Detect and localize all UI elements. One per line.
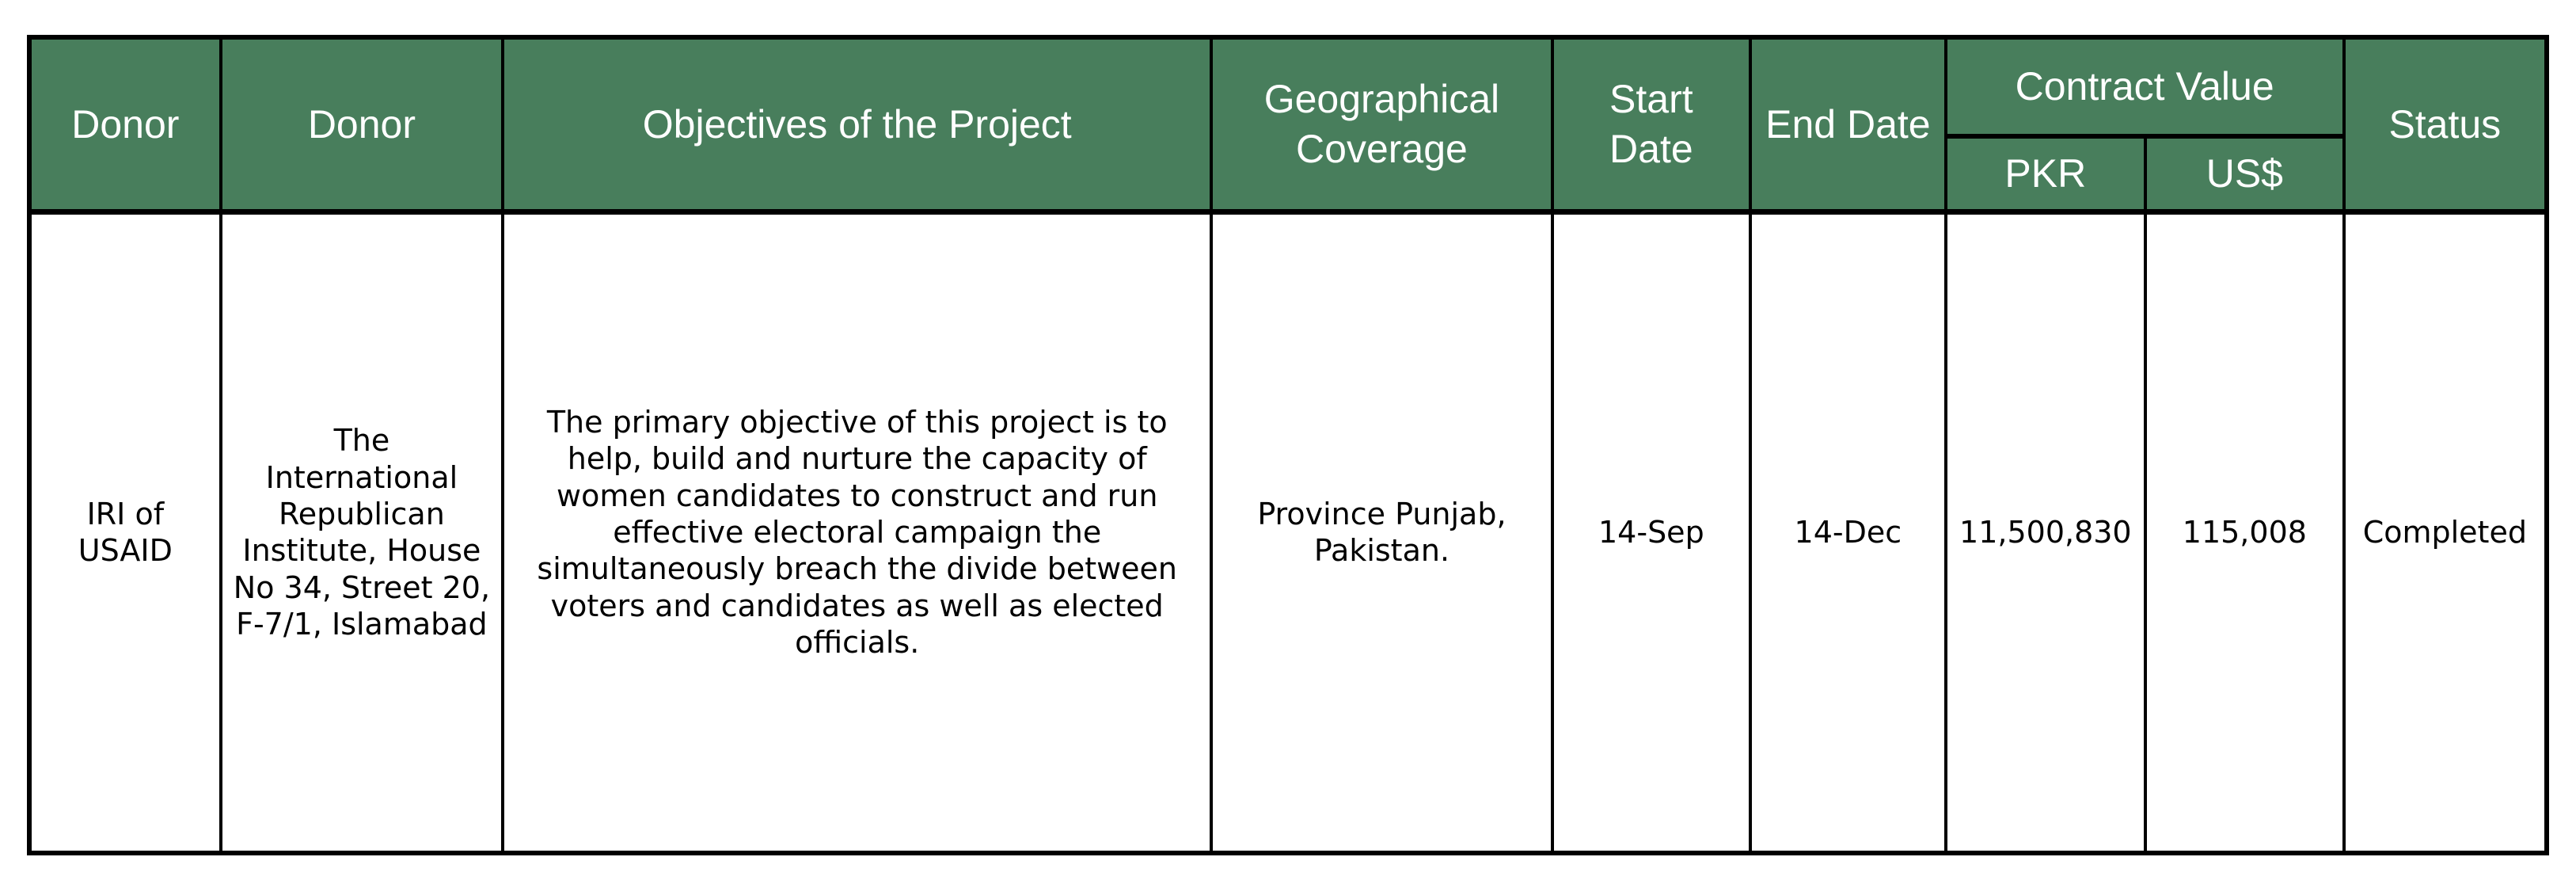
cell-start-date: 14-Sep — [1550, 208, 1753, 855]
cell-geographical-coverage: Province Punjab, Pakistan. — [1210, 208, 1554, 855]
cell-status: Completed — [2342, 208, 2549, 855]
cell-donor-full: The International Republican Institute, … — [218, 208, 505, 855]
cell-end-date: 14-Dec — [1749, 208, 1947, 855]
header-cell-geographical-coverage: Geographical Coverage — [1210, 36, 1554, 213]
cell-pkr-value: 11,500,830 — [1943, 208, 2148, 855]
header-cell-donor-short: Donor — [28, 36, 222, 213]
table-body: IRI of USAID The International Republica… — [28, 208, 2549, 855]
table-row: IRI of USAID The International Republica… — [28, 208, 2549, 855]
header-row-top: Donor Donor Objectives of the Project Ge… — [28, 36, 2549, 213]
cell-donor-short: IRI of USAID — [28, 208, 222, 855]
header-cell-usd: US$ — [2144, 134, 2346, 213]
cell-usd-value: 115,008 — [2144, 208, 2346, 855]
header-cell-objectives: Objectives of the Project — [501, 36, 1214, 213]
header-cell-donor-full: Donor — [218, 36, 505, 213]
projects-table: Donor Donor Objectives of the Project Ge… — [27, 35, 2549, 855]
table-header: Donor Donor Objectives of the Project Ge… — [28, 36, 2549, 213]
cell-objectives: The primary objective of this project is… — [501, 208, 1214, 855]
header-row-sub: PKR US$ — [29, 134, 2547, 213]
header-cell-pkr: PKR — [1943, 134, 2148, 213]
header-cell-start-date: Start Date — [1550, 36, 1753, 213]
header-cell-end-date: End Date — [1749, 36, 1947, 213]
header-cell-contract-value: Contract Value — [1943, 36, 2346, 138]
header-cell-status: Status — [2342, 36, 2549, 213]
